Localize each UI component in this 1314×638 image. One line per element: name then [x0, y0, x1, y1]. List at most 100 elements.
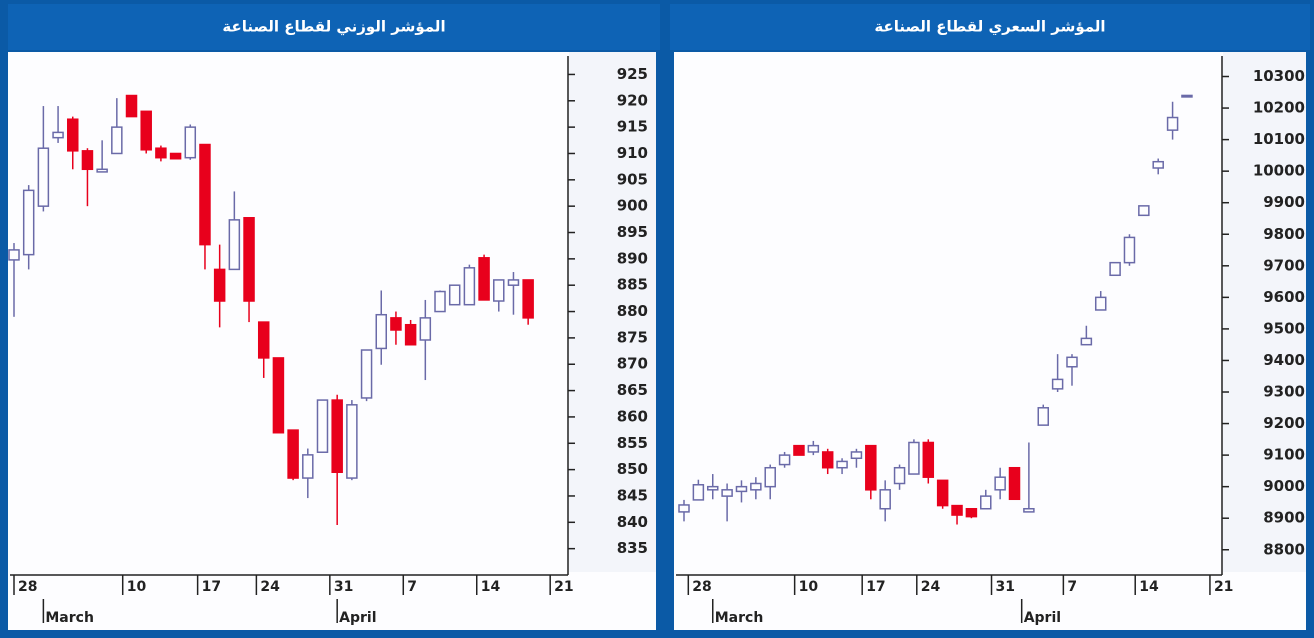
y-tick-label: 850 — [617, 460, 648, 478]
y-tick-label: 10300 — [1253, 67, 1305, 85]
y-tick-label: 900 — [617, 197, 648, 215]
plot-area — [8, 52, 656, 630]
candle-body — [836, 460, 848, 469]
y-tick-label: 9500 — [1263, 319, 1305, 337]
label-area — [569, 52, 656, 572]
x-tick-label: 14 — [1139, 579, 1159, 595]
y-tick-label: 860 — [617, 407, 648, 425]
candle-body — [793, 444, 805, 456]
candle-body — [243, 217, 255, 302]
candle-body — [184, 126, 197, 159]
candle-body — [678, 504, 690, 513]
candle-body — [8, 249, 20, 261]
y-tick-label: 9200 — [1263, 414, 1305, 432]
title-bar — [670, 4, 1310, 50]
x-tick-label: 31 — [996, 579, 1015, 595]
candle-body — [448, 284, 461, 306]
candle-body — [375, 313, 387, 350]
candle-body — [1109, 261, 1121, 277]
candle-body — [390, 317, 402, 331]
x-tick-label: 7 — [407, 579, 417, 595]
x-tick-label: 21 — [554, 579, 573, 595]
y-tick-label: 10200 — [1253, 99, 1305, 117]
candle-body — [316, 399, 329, 453]
candle-body — [1123, 236, 1136, 264]
y-tick-label: 835 — [617, 539, 648, 557]
x-tick-label: 10 — [799, 579, 819, 595]
y-tick-label: 9400 — [1263, 351, 1305, 369]
candle-body — [404, 323, 417, 346]
candle-body — [1181, 94, 1193, 98]
x-tick-label: 14 — [481, 579, 501, 595]
y-tick-label: 890 — [617, 249, 648, 267]
candle-body — [706, 485, 719, 491]
y-tick-label: 870 — [617, 355, 648, 373]
candle-body — [434, 290, 446, 313]
y-tick-label: 880 — [617, 302, 648, 320]
candle-body — [360, 349, 373, 399]
candle-body — [721, 489, 733, 497]
candle-body — [199, 143, 211, 246]
x-tick-label: 24 — [260, 579, 280, 595]
y-tick-label: 865 — [617, 381, 648, 399]
x-tick-label: 28 — [692, 579, 711, 595]
candle-body — [272, 357, 285, 434]
candle-body — [922, 441, 935, 478]
y-tick-label: 10000 — [1253, 162, 1305, 180]
candle-body — [493, 279, 505, 302]
candle-body — [1008, 466, 1021, 501]
candle-body — [419, 317, 432, 341]
candle-body — [778, 454, 791, 466]
y-tick-label: 915 — [617, 118, 648, 136]
x-tick-label: 31 — [334, 579, 353, 595]
candle-body — [478, 257, 490, 301]
candle-body — [111, 126, 123, 155]
candle-body — [692, 484, 705, 501]
candle-body — [125, 94, 138, 118]
candle-body — [346, 404, 358, 479]
y-tick-label: 9100 — [1263, 446, 1305, 464]
candle-body — [994, 476, 1006, 491]
candle-body — [1138, 205, 1150, 217]
candle-body — [37, 147, 50, 207]
month-label: March — [715, 610, 764, 626]
candle-body — [96, 168, 108, 173]
candle-body — [81, 150, 94, 171]
candle-body — [287, 429, 299, 479]
y-tick-label: 9800 — [1263, 225, 1305, 243]
candle-body — [257, 321, 270, 359]
candle-body — [750, 482, 762, 491]
y-tick-label: 910 — [617, 144, 648, 162]
y-tick-label: 905 — [617, 170, 648, 188]
y-tick-label: 8800 — [1263, 540, 1305, 558]
candle-body — [507, 279, 520, 286]
candle-body — [908, 441, 920, 475]
y-tick-label: 9700 — [1263, 256, 1305, 274]
y-tick-label: 855 — [617, 434, 648, 452]
candle-body — [1051, 378, 1064, 390]
x-tick-label: 7 — [1067, 579, 1077, 595]
candle-body — [67, 118, 79, 152]
label-area — [1223, 52, 1306, 572]
month-label: March — [45, 610, 94, 626]
candle-body — [22, 189, 35, 256]
y-tick-label: 885 — [617, 276, 648, 294]
y-tick-label: 895 — [617, 223, 648, 241]
x-tick-label: 10 — [127, 579, 147, 595]
candle-body — [807, 444, 820, 453]
candle-body — [1066, 356, 1078, 368]
x-tick-label: 17 — [866, 579, 885, 595]
month-label: April — [339, 610, 376, 626]
candle-body — [228, 219, 241, 271]
y-tick-label: 8900 — [1263, 509, 1305, 527]
candle-body — [1080, 337, 1093, 346]
month-label: April — [1024, 610, 1061, 626]
candle-body — [522, 279, 534, 319]
candle-body — [140, 110, 152, 151]
candle-body — [302, 454, 314, 479]
candle-body — [980, 495, 992, 510]
candle-body — [213, 268, 226, 302]
candle-body — [879, 489, 891, 510]
